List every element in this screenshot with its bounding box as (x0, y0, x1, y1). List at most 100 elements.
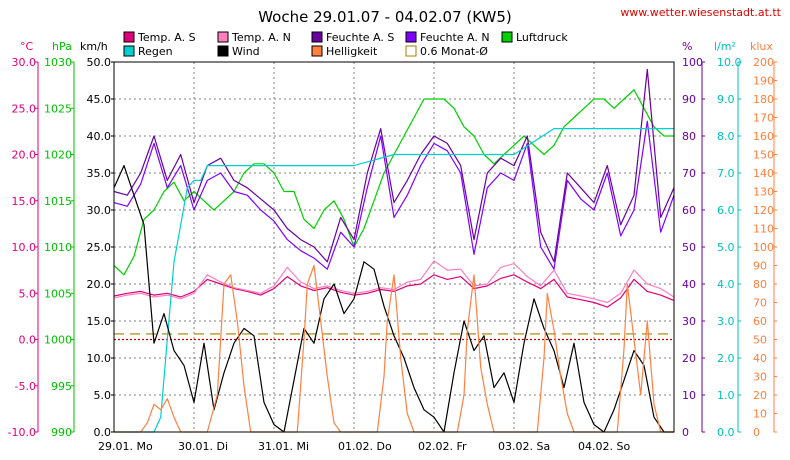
light-tick-label: 120 (753, 204, 774, 217)
humidity-tick-label: 100 (682, 56, 703, 69)
rain-tick-label: 6.0 (717, 204, 735, 217)
series-lines (113, 68, 675, 433)
x-tick-label: 31.01. Mi (258, 440, 309, 453)
temp-tick-label: -10.0 (8, 426, 36, 439)
humidity-tick-label: 30 (682, 315, 696, 328)
legend-label: Luftdruck (516, 31, 568, 44)
light-tick-label: 60 (753, 315, 767, 328)
x-tick-label: 01.02. Do (338, 440, 392, 453)
series-line-feuchte-a-n (113, 120, 675, 270)
rain-tick-label: 5.0 (717, 241, 735, 254)
humidity-tick-label: 40 (682, 278, 696, 291)
light-tick-label: 170 (753, 112, 774, 125)
wind-tick-label: 35.0 (87, 167, 112, 180)
legend: Temp. A. S Temp. A. N Feuchte A. S Feuchte … (123, 31, 568, 58)
light-tick-label: 160 (753, 130, 774, 143)
wind-tick-label: 30.0 (87, 204, 112, 217)
temp-tick-label: 15.0 (12, 195, 37, 208)
light-tick-label: 70 (753, 297, 767, 310)
rain-unit-label: l/m² (714, 40, 736, 53)
light-tick-label: 190 (753, 75, 774, 88)
legend-swatch (217, 31, 229, 43)
grid (114, 62, 674, 432)
legend-label: Feuchte A. S (326, 31, 394, 44)
series-line-temp-a-n (113, 260, 675, 304)
legend-swatch (501, 31, 513, 43)
x-tick-label: 29.01. Mo (98, 440, 153, 453)
pressure-tick-label: 1015 (44, 195, 72, 208)
humidity-tick-label: 10 (682, 389, 696, 402)
humidity-tick-label: 80 (682, 130, 696, 143)
light-tick-label: 150 (753, 149, 774, 162)
light-unit-label: klux (750, 40, 773, 53)
legend-swatch (311, 31, 323, 43)
legend-label: Regen (138, 45, 173, 58)
source-url: www.wetter.wiesenstadt.at.tt (620, 6, 781, 19)
rain-tick-label: 8.0 (717, 130, 735, 143)
legend-swatch (405, 45, 417, 57)
pressure-tick-label: 995 (51, 380, 72, 393)
pressure-tick-label: 1010 (44, 241, 72, 254)
chart-title: Woche 29.01.07 - 04.02.07 (KW5) (258, 8, 512, 26)
humidity-tick-label: 60 (682, 204, 696, 217)
rain-tick-label: 4.0 (717, 278, 735, 291)
legend-label: Feuchte A. N (420, 31, 490, 44)
humidity-tick-label: 20 (682, 352, 696, 365)
x-tick-label: 30.01. Di (178, 440, 228, 453)
humidity-tick-label: 50 (682, 241, 696, 254)
light-tick-label: 100 (753, 241, 774, 254)
rain-tick-label: 0.0 (717, 426, 735, 439)
legend-swatch (405, 31, 417, 43)
x-tick-label: 04.02. So (578, 440, 630, 453)
wind-unit-label: km/h (80, 40, 108, 53)
legend-swatch (123, 31, 135, 43)
series-line-helligkeit (114, 264, 674, 433)
temp-tick-label: 25.0 (12, 102, 37, 115)
x-tick-label: 03.02. Sa (498, 440, 550, 453)
pressure-unit-label: hPa (52, 40, 72, 53)
wind-tick-label: 15.0 (87, 315, 112, 328)
temp-tick-label: 0.0 (19, 334, 37, 347)
x-tick-label: 02.02. Fr (418, 440, 467, 453)
rain-tick-label: 9.0 (717, 93, 735, 106)
humidity-tick-label: 90 (682, 93, 696, 106)
wind-tick-label: 40.0 (87, 130, 112, 143)
rain-tick-label: 7.0 (717, 167, 735, 180)
humidity-unit-label: % (682, 40, 692, 53)
axes: 30.0 25.0 20.0 15.0 10.0 5.0 0.0 -5.0 -10.0 10 30 1… (8, 56, 777, 453)
wind-tick-label: 50.0 (87, 56, 112, 69)
light-tick-label: 20 (753, 389, 767, 402)
wind-tick-label: 10.0 (87, 352, 112, 365)
humidity-tick-label: 0 (682, 426, 689, 439)
wind-tick-label: 45.0 (87, 93, 112, 106)
temp-tick-label: 5.0 (19, 287, 37, 300)
temp-tick-label: -5.0 (15, 380, 36, 393)
rain-tick-label: 3.0 (717, 315, 735, 328)
series-line-wind (113, 165, 674, 433)
legend-swatch (123, 45, 135, 57)
light-tick-label: 180 (753, 93, 774, 106)
wind-tick-label: 20.0 (87, 278, 112, 291)
temp-tick-label: 10.0 (12, 241, 37, 254)
legend-label: Temp. A. N (231, 31, 291, 44)
humidity-tick-label: 70 (682, 167, 696, 180)
plot-frame (113, 61, 675, 433)
series-line-feuchte-a-s (113, 68, 675, 263)
series-line-temp-a-s (113, 274, 675, 308)
series-line-regen (114, 128, 674, 433)
pressure-tick-label: 1025 (44, 102, 72, 115)
light-tick-label: 40 (753, 352, 767, 365)
legend-swatch (217, 45, 229, 57)
light-tick-label: 200 (753, 56, 774, 69)
light-tick-label: 140 (753, 167, 774, 180)
rain-tick-label: 2.0 (717, 352, 735, 365)
legend-label: Temp. A. S (137, 31, 196, 44)
wind-tick-label: 5.0 (94, 389, 112, 402)
pressure-tick-label: 1005 (44, 287, 72, 300)
temp-tick-label: 20.0 (12, 149, 37, 162)
light-tick-label: 50 (753, 334, 767, 347)
light-tick-label: 0 (753, 426, 760, 439)
temp-unit-label: °C (20, 40, 34, 53)
light-tick-label: 80 (753, 278, 767, 291)
